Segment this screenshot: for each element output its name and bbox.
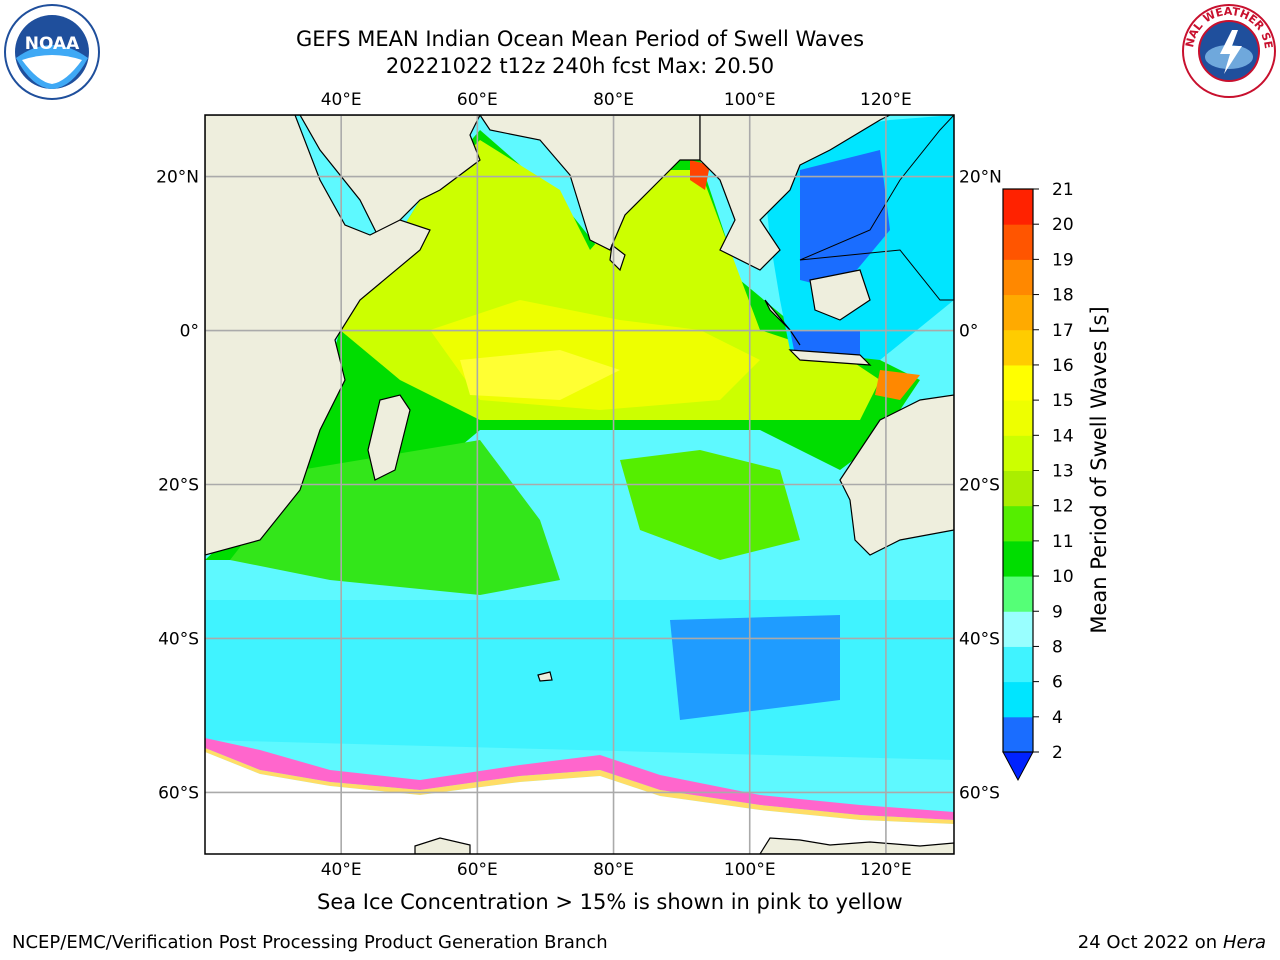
lon-tick-label: 120°E (860, 860, 912, 880)
colorbar-tick-label: 12 (1052, 497, 1074, 517)
lat-tick-label: 40°S (158, 629, 199, 649)
lon-tick-label: 100°E (724, 860, 776, 880)
noaa-logo: NOAA (2, 2, 102, 102)
lat-tick-label: 20°S (158, 476, 199, 496)
colorbar-tick-label: 4 (1052, 708, 1063, 728)
lat-tick-label: 20°N (959, 168, 1002, 188)
chart-title: GEFS MEAN Indian Ocean Mean Period of Sw… (295, 27, 865, 51)
lon-tick-label: 40°E (321, 860, 362, 880)
colorbar-tick-label: 8 (1052, 637, 1063, 657)
colorbar-segment (1003, 646, 1033, 683)
colorbar-segment (1003, 189, 1033, 225)
lat-ticks-left: 20°N 0° 20°S 40°S 60°S (156, 168, 199, 804)
lon-tick-label: 40°E (321, 90, 362, 110)
sea-ice-footnote: Sea Ice Concentration > 15% is shown in … (200, 890, 1160, 914)
lon-ticks-bottom: 40°E 60°E 80°E 100°E 120°E (321, 860, 912, 880)
colorbar-tick-label: 18 (1052, 286, 1074, 306)
lon-tick-label: 120°E (860, 90, 912, 110)
lat-tick-label: 20°N (156, 168, 199, 188)
nws-logo: NATIONAL WEATHER SERVICE (1175, 0, 1278, 100)
colorbar-segment (1003, 400, 1033, 436)
colorbar-segment (1003, 716, 1033, 753)
date-stamp-text: 24 Oct 2022 on (1077, 932, 1218, 953)
colorbar-tick-label: 2 (1052, 743, 1063, 763)
colorbar-segment (1003, 435, 1033, 471)
colorbar-tick-label: 15 (1052, 391, 1074, 411)
credit-text: NCEP/EMC/Verification Post Processing Pr… (12, 932, 608, 953)
lon-tick-label: 60°E (457, 860, 498, 880)
colorbar-tick-label: 20 (1052, 215, 1074, 235)
colorbar-tick-label: 13 (1052, 462, 1074, 482)
lat-tick-label: 0° (180, 322, 199, 342)
colorbar-segment (1003, 576, 1033, 612)
lon-tick-label: 100°E (724, 90, 776, 110)
colorbar-segment (1003, 294, 1033, 331)
colorbar-segment (1003, 224, 1033, 260)
colorbar-tick-label: 10 (1052, 567, 1074, 587)
gridlines (205, 115, 954, 854)
colorbar-segment (1003, 470, 1033, 507)
map-frame (204, 114, 955, 855)
lat-tick-label: 0° (959, 322, 978, 342)
colorbar-segment (1003, 540, 1033, 577)
svg-text:NOAA: NOAA (25, 34, 80, 54)
colorbar-tick-label: 14 (1052, 426, 1074, 446)
date-stamp: 24 Oct 2022 on Hera (1078, 932, 1266, 953)
lon-tick-label: 60°E (457, 90, 498, 110)
colorbar: 2 4 6 8 9 10 11 12 13 14 15 16 17 18 19 20 21 (1002, 180, 1074, 782)
machine-name: Hera (1222, 932, 1266, 953)
colorbar-segment (1003, 611, 1033, 647)
colorbar-segment (1003, 364, 1033, 401)
lat-tick-label: 60°S (959, 783, 1000, 803)
lon-tick-label: 80°E (593, 90, 634, 110)
colorbar-tick-label: 21 (1052, 180, 1074, 200)
colorbar-label: Mean Period of Swell Waves [s] (1087, 306, 1111, 633)
lon-ticks-top: 40°E 60°E 80°E 100°E 120°E (321, 90, 912, 110)
colorbar-segment (1003, 329, 1033, 366)
sea-ice-footnote-text: Sea Ice Concentration > 15% is shown in … (317, 890, 903, 914)
colorbar-tick-label: 19 (1052, 250, 1074, 270)
colorbar-tick-label: 17 (1052, 321, 1074, 341)
colorbar-tick-label: 9 (1052, 602, 1063, 622)
colorbar-tick-label: 11 (1052, 532, 1074, 552)
colorbar-under-arrow (1002, 751, 1034, 782)
lat-tick-label: 20°S (959, 476, 1000, 496)
lon-tick-label: 80°E (593, 860, 634, 880)
colorbar-segment (1003, 505, 1033, 542)
colorbar-segment (1003, 259, 1033, 296)
colorbar-tick-label: 16 (1052, 356, 1074, 376)
lat-ticks-right: 20°N 0° 20°S 40°S 60°S (959, 168, 1002, 804)
colorbar-tick-label: 6 (1052, 673, 1063, 693)
colorbar-segment (1003, 681, 1033, 718)
lat-tick-label: 40°S (959, 629, 1000, 649)
lat-tick-label: 60°S (158, 783, 199, 803)
chart-subtitle: 20221022 t12z 240h fcst Max: 20.50 (385, 54, 775, 78)
